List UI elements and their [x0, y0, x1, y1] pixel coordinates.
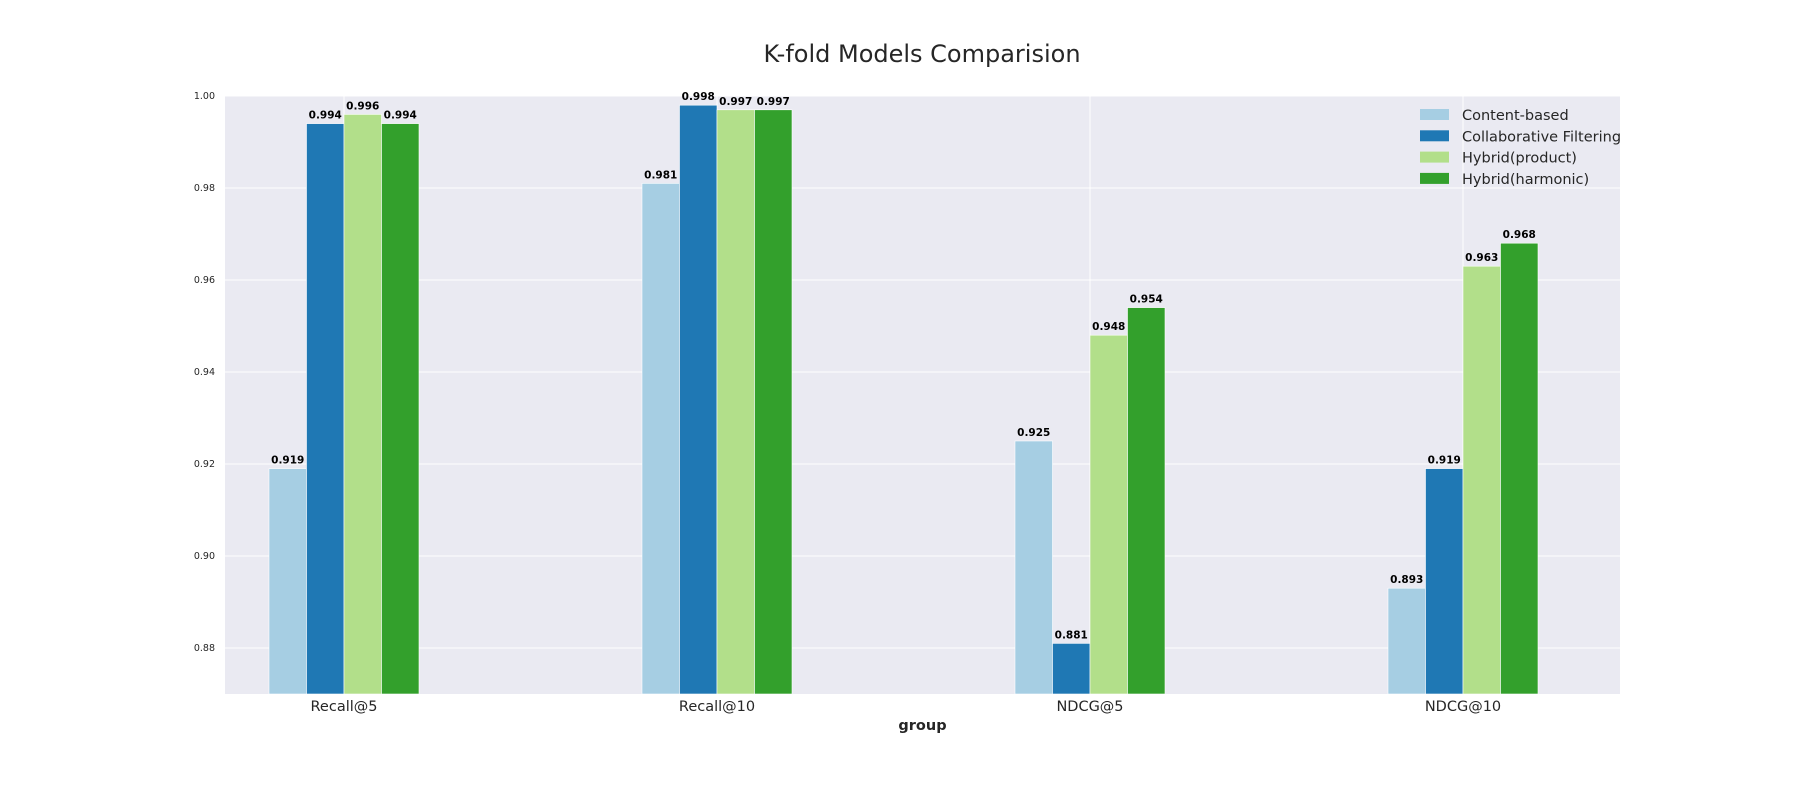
data-label: 0.893 [1390, 574, 1423, 586]
x-tick-label: Recall@5 [311, 699, 378, 715]
bar [268, 468, 307, 695]
data-label: 0.954 [1130, 294, 1163, 306]
legend-swatch [1420, 130, 1449, 142]
data-label: 0.994 [384, 110, 417, 122]
bars [268, 104, 1539, 695]
bar [1387, 587, 1426, 695]
data-label: 0.925 [1017, 427, 1050, 439]
bar [1127, 307, 1166, 695]
x-axis: Recall@5 Recall@10 NDCG@5 NDCG@10 [311, 699, 1502, 715]
data-label: 0.998 [682, 91, 715, 103]
bar [716, 109, 755, 695]
data-label: 0.948 [1092, 321, 1125, 333]
bar [381, 123, 420, 695]
plot-area [225, 96, 1620, 694]
y-tick-label: 0.90 [194, 551, 215, 562]
legend-label: Hybrid(harmonic) [1462, 172, 1589, 188]
data-label: 0.997 [757, 96, 790, 108]
data-label: 0.968 [1503, 229, 1536, 241]
bar [306, 123, 345, 695]
legend-label: Collaborative Filtering [1462, 129, 1621, 145]
legend-label: Hybrid(product) [1462, 151, 1577, 167]
data-label: 0.963 [1465, 252, 1498, 264]
y-tick-label: 0.88 [194, 643, 215, 654]
data-label: 0.881 [1055, 629, 1088, 641]
bar [641, 183, 680, 695]
y-tick-label: 0.92 [194, 459, 215, 470]
legend: Content-based Collaborative Filtering Hybr… [1420, 108, 1621, 188]
data-label: 0.981 [644, 169, 677, 181]
y-tick-label: 0.94 [194, 367, 215, 378]
legend-swatch [1420, 151, 1449, 163]
legend-swatch [1420, 109, 1449, 120]
bar [1462, 265, 1501, 695]
bar [754, 109, 793, 695]
x-tick-label: NDCG@10 [1425, 699, 1501, 715]
bar [343, 114, 382, 695]
data-label: 0.994 [309, 110, 342, 122]
chart-title: K-fold Models Comparision [763, 40, 1080, 68]
y-tick-label: 0.96 [194, 275, 215, 286]
x-axis-label: group [898, 718, 946, 734]
bar [1425, 468, 1464, 695]
legend-label: Content-based [1462, 108, 1569, 124]
bar [1089, 334, 1128, 695]
data-label: 0.997 [719, 96, 752, 108]
y-axis: 0.88 0.90 0.92 0.94 0.96 0.98 1.00 [194, 91, 215, 654]
x-tick-label: Recall@10 [679, 699, 755, 715]
y-tick-label: 1.00 [194, 91, 215, 102]
bar [1014, 440, 1053, 695]
x-tick-label: NDCG@5 [1056, 699, 1123, 715]
data-label: 0.919 [271, 455, 304, 467]
bar [1500, 242, 1539, 695]
legend-swatch [1420, 172, 1449, 184]
bar [1052, 643, 1091, 695]
data-labels: 0.919 0.994 0.996 0.994 0.981 0.998 0.997 0.997… [271, 91, 1536, 641]
y-tick-label: 0.98 [194, 183, 215, 194]
data-label: 0.919 [1428, 455, 1461, 467]
bar [679, 104, 718, 695]
data-label: 0.996 [346, 100, 379, 112]
